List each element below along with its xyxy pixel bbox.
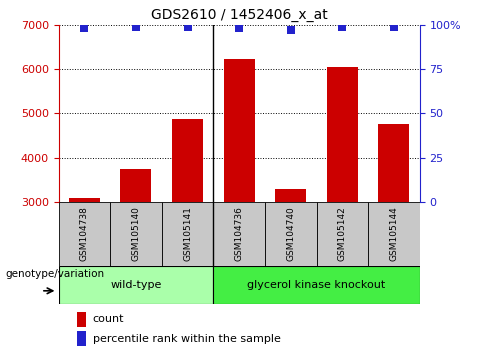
Title: GDS2610 / 1452406_x_at: GDS2610 / 1452406_x_at [151,8,327,22]
Text: GSM104738: GSM104738 [80,206,89,261]
Point [390,24,398,29]
Text: glycerol kinase knockout: glycerol kinase knockout [247,280,386,290]
Text: GSM104736: GSM104736 [235,206,244,261]
Text: GSM105141: GSM105141 [183,206,192,261]
Bar [121,170,151,202]
Bar [317,202,368,266]
Bar [77,312,86,327]
Text: GSM105144: GSM105144 [389,206,398,261]
Bar [172,119,203,202]
Text: GSM105140: GSM105140 [131,206,141,261]
Point [132,24,140,29]
Bar [378,124,409,202]
Bar [162,202,213,266]
Text: wild-type: wild-type [110,280,162,290]
Point [81,25,88,31]
Bar [265,202,317,266]
Bar [69,198,100,202]
Point [183,24,191,29]
Text: GSM104740: GSM104740 [286,206,295,261]
Bar [224,59,255,202]
Bar [59,266,213,304]
Text: percentile rank within the sample: percentile rank within the sample [93,333,281,344]
Point [338,24,346,29]
Text: GSM105142: GSM105142 [338,206,347,261]
Point [235,25,243,31]
Bar [275,189,306,202]
Point [287,27,295,33]
Bar [77,331,86,346]
Bar [368,202,420,266]
Bar [110,202,162,266]
Bar [327,67,358,202]
Bar [213,202,265,266]
Text: genotype/variation: genotype/variation [5,269,104,279]
Text: count: count [93,314,124,325]
Bar [59,202,110,266]
Bar [213,266,420,304]
